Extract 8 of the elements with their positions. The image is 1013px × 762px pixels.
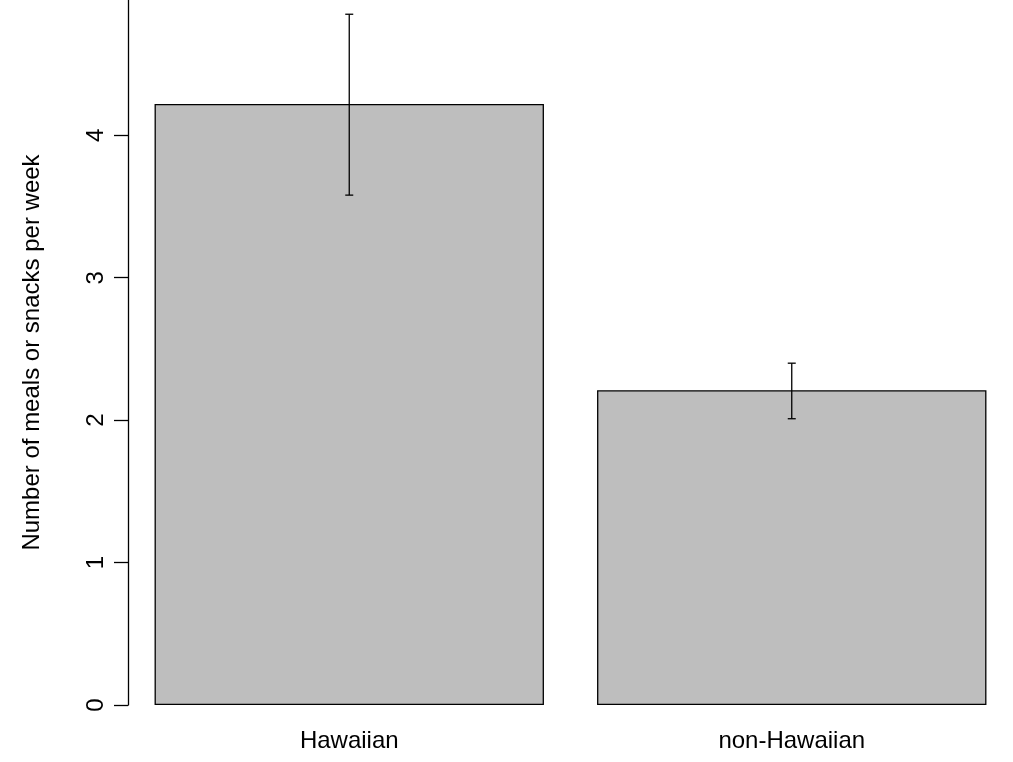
y-tick-label: 1 xyxy=(80,555,108,570)
y-axis-title: Number of meals or snacks per week xyxy=(16,153,44,551)
y-tick-label: 3 xyxy=(80,271,108,285)
y-tick-label: 2 xyxy=(80,413,108,427)
x-tick-label: non-Hawaiian xyxy=(718,725,866,753)
x-tick-label: Hawaiian xyxy=(299,725,399,753)
y-tick-label: 4 xyxy=(80,128,108,142)
y-tick-label: 0 xyxy=(80,698,108,712)
